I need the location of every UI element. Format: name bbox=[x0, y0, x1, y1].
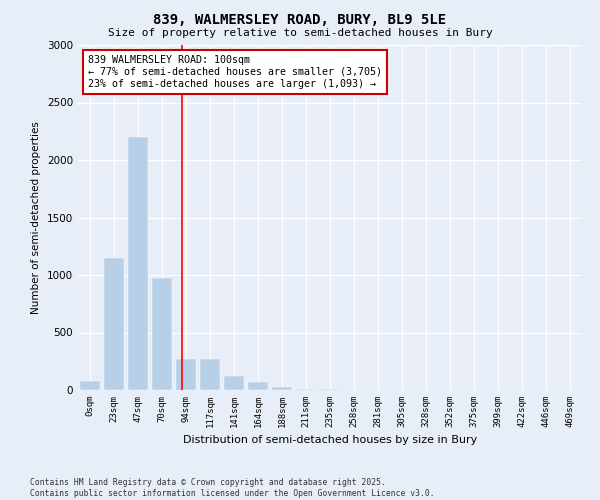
Bar bbox=[152, 278, 172, 390]
Text: Contains HM Land Registry data © Crown copyright and database right 2025.
Contai: Contains HM Land Registry data © Crown c… bbox=[30, 478, 434, 498]
Bar bbox=[104, 258, 124, 390]
Bar bbox=[248, 382, 268, 390]
Y-axis label: Number of semi-detached properties: Number of semi-detached properties bbox=[31, 121, 41, 314]
Bar bbox=[128, 137, 148, 390]
Bar bbox=[80, 381, 100, 390]
Text: 839 WALMERSLEY ROAD: 100sqm
← 77% of semi-detached houses are smaller (3,705)
23: 839 WALMERSLEY ROAD: 100sqm ← 77% of sem… bbox=[88, 56, 382, 88]
Bar bbox=[176, 359, 196, 390]
Text: Size of property relative to semi-detached houses in Bury: Size of property relative to semi-detach… bbox=[107, 28, 493, 38]
Bar bbox=[224, 376, 244, 390]
X-axis label: Distribution of semi-detached houses by size in Bury: Distribution of semi-detached houses by … bbox=[183, 436, 477, 446]
Text: 839, WALMERSLEY ROAD, BURY, BL9 5LE: 839, WALMERSLEY ROAD, BURY, BL9 5LE bbox=[154, 12, 446, 26]
Bar bbox=[272, 386, 292, 390]
Bar bbox=[200, 359, 220, 390]
